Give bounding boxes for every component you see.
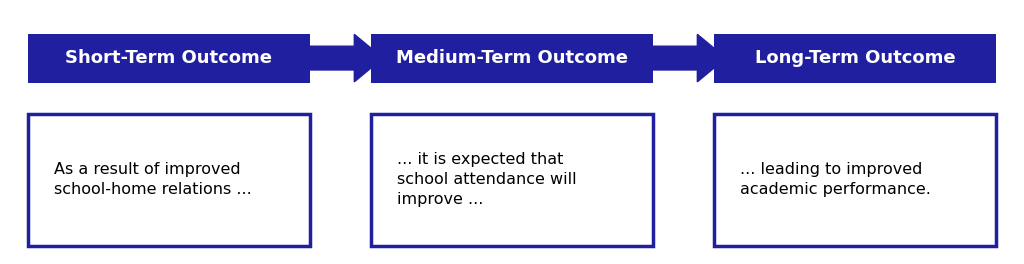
FancyBboxPatch shape [715, 34, 995, 82]
Text: Short-Term Outcome: Short-Term Outcome [66, 49, 272, 67]
FancyBboxPatch shape [371, 34, 653, 82]
FancyBboxPatch shape [28, 114, 309, 246]
Text: As a result of improved
school-home relations ...: As a result of improved school-home rela… [53, 162, 252, 197]
Text: Medium-Term Outcome: Medium-Term Outcome [396, 49, 628, 67]
FancyBboxPatch shape [28, 34, 309, 82]
Polygon shape [308, 34, 383, 82]
Text: ... it is expected that
school attendance will
improve ...: ... it is expected that school attendanc… [397, 152, 577, 207]
Text: ... leading to improved
academic performance.: ... leading to improved academic perform… [739, 162, 931, 197]
FancyBboxPatch shape [371, 114, 653, 246]
FancyBboxPatch shape [715, 114, 995, 246]
Polygon shape [651, 34, 726, 82]
Text: Long-Term Outcome: Long-Term Outcome [755, 49, 955, 67]
